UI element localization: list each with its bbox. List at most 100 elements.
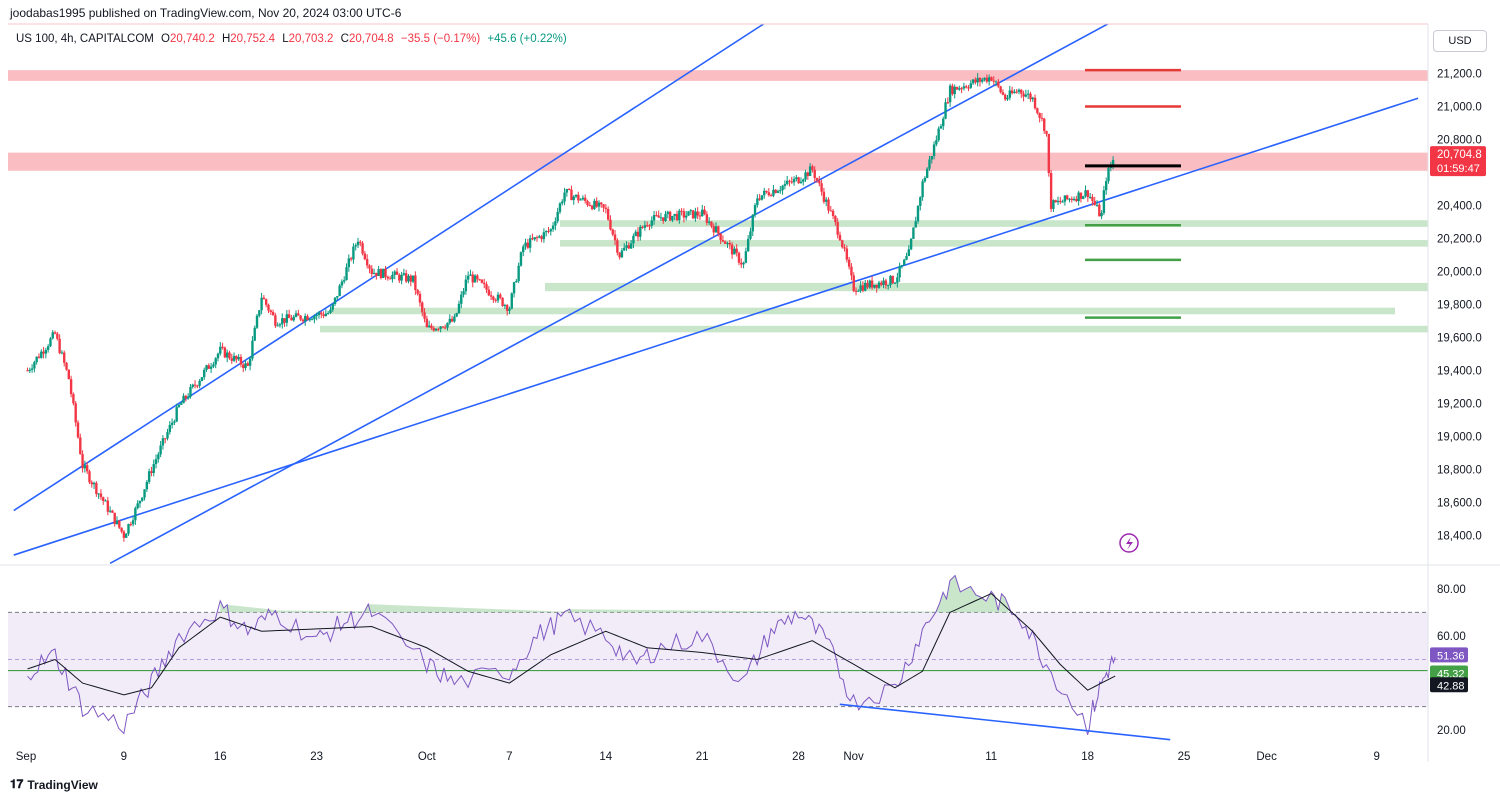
candle-161 xyxy=(395,268,399,275)
candle-322 xyxy=(765,190,768,194)
candle-10 xyxy=(49,337,52,348)
candle-330 xyxy=(783,180,787,190)
candle-351 xyxy=(831,209,835,220)
candle-body xyxy=(877,282,881,288)
time-tick-0: Sep xyxy=(16,751,36,763)
candle-370 xyxy=(875,284,878,293)
trendline-2 xyxy=(109,24,1110,565)
candle-130 xyxy=(324,309,328,317)
candle-body xyxy=(597,202,601,207)
candle-81 xyxy=(212,361,215,369)
candle-body xyxy=(134,508,137,521)
candle-90 xyxy=(232,352,236,363)
candle-body xyxy=(740,262,743,265)
candle-body xyxy=(365,259,369,266)
candle-6 xyxy=(40,349,43,359)
candle-body xyxy=(106,500,110,512)
candle-175 xyxy=(427,320,431,328)
candle-435 xyxy=(1024,89,1028,98)
candle-411 xyxy=(969,80,972,90)
symbol-name[interactable]: US 100, 4h, CAPITALCOM xyxy=(16,33,154,45)
candle-body xyxy=(1075,198,1078,202)
currency-button[interactable]: USD xyxy=(1433,30,1487,52)
candle-270 xyxy=(645,221,649,228)
candle-body xyxy=(368,265,371,269)
candle-body xyxy=(652,215,656,221)
countdown-label: 01:59:47 xyxy=(1437,163,1480,175)
candle-body xyxy=(398,274,401,281)
candle-body xyxy=(639,226,642,237)
candle-body xyxy=(1045,130,1048,135)
candle-76 xyxy=(200,376,204,382)
candle-387 xyxy=(914,216,917,228)
candle-418 xyxy=(985,74,989,84)
candle-body xyxy=(643,225,647,228)
candle-body xyxy=(994,81,998,83)
candle-172 xyxy=(421,301,424,317)
candle-body xyxy=(1024,94,1028,97)
candle-body xyxy=(301,319,305,322)
candle-340 xyxy=(806,171,810,180)
candle-267 xyxy=(639,224,642,241)
candle-body xyxy=(691,210,695,219)
candle-body xyxy=(928,159,931,169)
candle-276 xyxy=(659,212,663,221)
candle-body xyxy=(535,237,539,239)
candles-layer xyxy=(26,73,1115,542)
candle-body xyxy=(854,290,858,292)
candle-body xyxy=(30,368,34,370)
time-tick-4: Oct xyxy=(418,751,437,763)
candle-181 xyxy=(441,326,445,329)
candle-450 xyxy=(1059,196,1062,205)
candle-77 xyxy=(203,367,206,380)
candle-271 xyxy=(648,224,651,231)
candle-body xyxy=(274,315,277,326)
candle-body xyxy=(632,235,635,244)
candle-body xyxy=(992,80,995,82)
candle-470 xyxy=(1104,177,1108,195)
candle-186 xyxy=(453,313,456,323)
candle-44 xyxy=(127,523,130,536)
candle-469 xyxy=(1102,185,1106,216)
candle-body xyxy=(228,352,231,359)
candle-body xyxy=(393,271,396,275)
rsi-ma-badge xyxy=(1430,677,1468,693)
candle-325 xyxy=(772,185,775,198)
candle-197 xyxy=(478,278,481,281)
candle-body xyxy=(951,85,954,95)
candle-body xyxy=(255,315,259,328)
candle-body xyxy=(650,220,653,226)
candle-109 xyxy=(276,322,279,327)
candle-body xyxy=(760,195,764,200)
candle-217 xyxy=(524,238,527,250)
price-tick-3: 20,400.0 xyxy=(1437,200,1482,212)
candle-170 xyxy=(416,288,419,296)
candle-87 xyxy=(225,349,229,363)
candle-202 xyxy=(489,291,493,301)
tradingview-brand[interactable]: 𝟏𝟕 TradingView xyxy=(10,777,98,792)
candle-398 xyxy=(939,123,943,129)
candle-body xyxy=(671,215,674,221)
candle-body xyxy=(122,531,126,538)
candle-466 xyxy=(1095,199,1099,207)
candle-307 xyxy=(730,242,734,259)
candle-69 xyxy=(184,394,188,402)
candle-230 xyxy=(554,217,557,231)
candle-body xyxy=(384,268,387,277)
price-tick-9: 19,200.0 xyxy=(1437,398,1482,410)
candle-body xyxy=(703,209,706,215)
candle-body xyxy=(595,200,598,207)
candle-body xyxy=(209,366,213,369)
candle-body xyxy=(600,202,603,205)
candle-body xyxy=(990,77,993,81)
candle-body xyxy=(411,275,415,282)
candle-338 xyxy=(802,178,805,186)
rsi-pane xyxy=(8,574,1428,741)
candle-246 xyxy=(590,204,594,211)
candle-body xyxy=(51,332,54,339)
candle-body xyxy=(882,280,885,285)
candle-185 xyxy=(450,315,454,323)
candle-body xyxy=(95,482,98,494)
candle-body xyxy=(836,222,839,235)
